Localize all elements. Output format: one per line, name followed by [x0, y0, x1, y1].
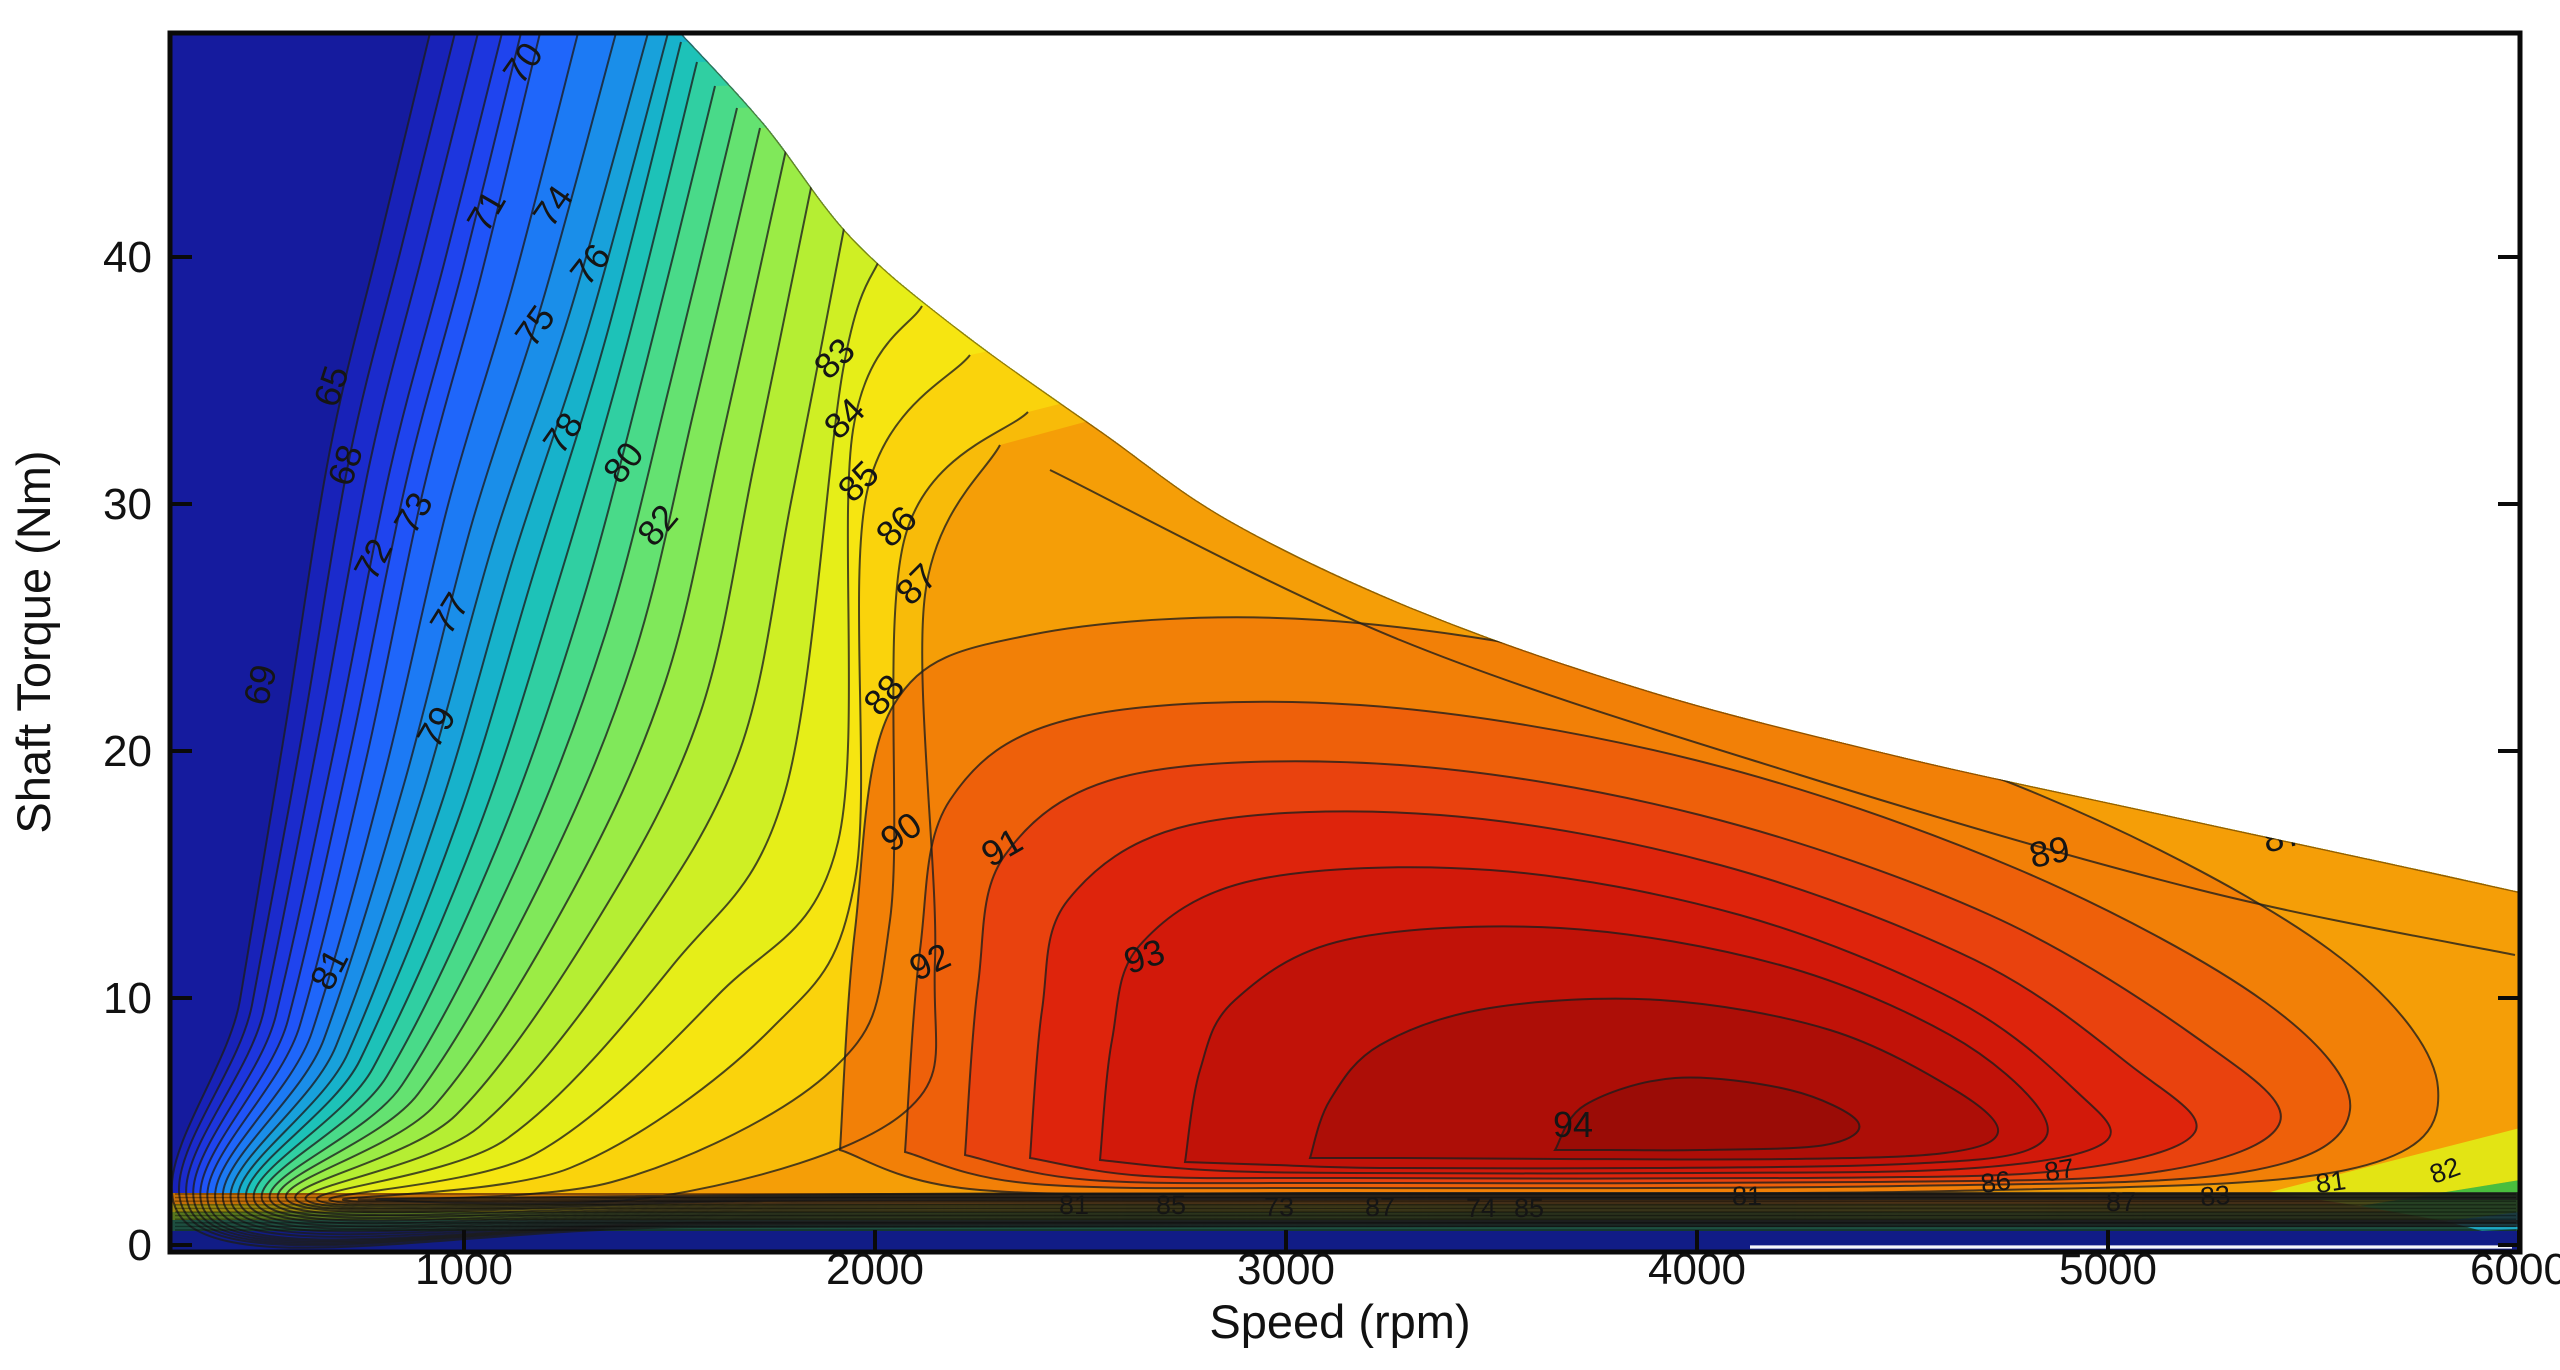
contour-line-78	[268, 107, 2520, 1219]
corner-wedge-0	[2270, 1128, 2520, 1206]
contour-line-95	[1553, 1076, 1861, 1152]
contour-label-89: 89	[2026, 828, 2074, 876]
contour-line-90	[963, 760, 2282, 1185]
x-tick-label: 6000	[2470, 1245, 2560, 1294]
plot-frame	[167, 30, 2523, 1255]
contour-label-81: 81	[2314, 1165, 2348, 1199]
band-95	[1555, 1077, 1860, 1151]
y-tick-label: 10	[103, 974, 152, 1023]
contour-label-94: 94	[1553, 1104, 1593, 1145]
axes: 1000 2000 3000 4000 5000 6000 0 10 20 30 40	[103, 30, 2560, 1294]
contour-label-74: 74	[1466, 1193, 1496, 1223]
contour-label-87: 87	[2106, 1187, 2136, 1217]
x-tick-label: 1000	[415, 1245, 513, 1294]
contour-label-83: 83	[2199, 1180, 2232, 1213]
contour-line-94	[1308, 997, 2000, 1161]
contour-line-73	[229, 33, 2520, 1233]
contour-label-85: 85	[1156, 1190, 1186, 1220]
contour-line-77	[260, 85, 2520, 1222]
y-tick-label: 0	[128, 1221, 152, 1270]
contour-label-73: 73	[1264, 1192, 1294, 1222]
x-tick-label: 5000	[2059, 1245, 2157, 1294]
x-tick-label: 2000	[826, 1245, 924, 1294]
contour-line-92	[1098, 866, 2112, 1175]
contour-line-72	[221, 33, 2520, 1236]
y-axis-title: Shaft Torque (Nm)	[7, 450, 60, 833]
y-tick-label: 30	[103, 480, 152, 529]
contour-label-87: 87	[1365, 1192, 1395, 1222]
contour-line-89	[903, 700, 2352, 1190]
y-tick-label: 40	[103, 233, 152, 282]
x-tick-label: 3000	[1237, 1245, 1335, 1294]
contour-bands	[170, 33, 2520, 1252]
contour-line-71	[214, 33, 2520, 1238]
contour-line-87-upper	[1049, 469, 2516, 956]
contour-line-65	[170, 33, 2520, 1249]
contour-label-81: 81	[1732, 1181, 1762, 1211]
contour-line-88	[838, 616, 2440, 1196]
contour-label-86: 86	[1979, 1165, 2013, 1199]
y-tick-label: 20	[103, 727, 152, 776]
contour-line-93	[1183, 925, 2049, 1170]
contour-label-84: 84	[2519, 1138, 2560, 1179]
contour-label-85: 85	[1514, 1193, 1544, 1223]
x-axis-title: Speed (rpm)	[1209, 1295, 1470, 1348]
contour-line-91	[1028, 810, 2198, 1180]
contour-line-79	[276, 127, 2520, 1217]
x-tick-label: 4000	[1648, 1245, 1746, 1294]
contour-label-81: 81	[1059, 1190, 1089, 1220]
contour-line-76	[252, 61, 2520, 1225]
contour-line-70	[206, 33, 2520, 1241]
contour-label-87: 87	[2042, 1153, 2077, 1188]
contour-line-75	[245, 41, 2520, 1228]
contour-line-74	[237, 33, 2520, 1230]
